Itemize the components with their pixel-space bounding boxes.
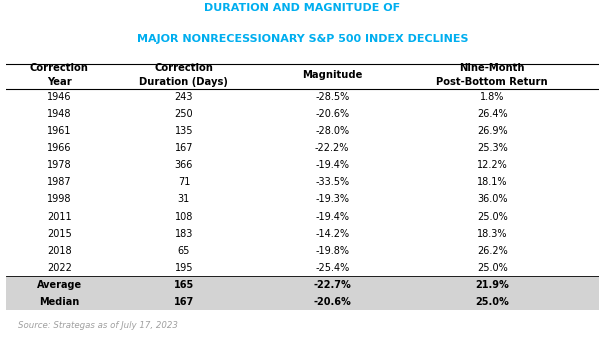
Text: 1966: 1966: [47, 143, 71, 153]
Text: 2018: 2018: [47, 246, 72, 256]
Text: 366: 366: [175, 160, 193, 170]
Text: 18.3%: 18.3%: [477, 228, 508, 239]
Text: -19.4%: -19.4%: [315, 211, 349, 222]
Text: Median: Median: [39, 297, 79, 307]
Text: 243: 243: [175, 92, 193, 102]
Text: Magnitude: Magnitude: [302, 70, 362, 80]
Text: 12.2%: 12.2%: [477, 160, 508, 170]
Text: 1.8%: 1.8%: [480, 92, 505, 102]
Text: 26.2%: 26.2%: [477, 246, 508, 256]
Text: 21.9%: 21.9%: [476, 280, 509, 290]
Text: 65: 65: [178, 246, 190, 256]
Text: 165: 165: [174, 280, 194, 290]
Text: -28.5%: -28.5%: [315, 92, 349, 102]
Text: 1978: 1978: [47, 160, 72, 170]
Text: 71: 71: [178, 177, 190, 188]
Text: -19.8%: -19.8%: [315, 246, 349, 256]
Text: -28.0%: -28.0%: [315, 126, 349, 136]
Text: -22.7%: -22.7%: [313, 280, 351, 290]
Text: 18.1%: 18.1%: [477, 177, 508, 188]
Text: 1946: 1946: [47, 92, 71, 102]
Text: 31: 31: [178, 194, 190, 205]
Text: 183: 183: [175, 228, 193, 239]
Text: -19.3%: -19.3%: [315, 194, 349, 205]
Text: 167: 167: [174, 297, 194, 307]
Text: 26.9%: 26.9%: [477, 126, 508, 136]
Text: 108: 108: [175, 211, 193, 222]
Text: -20.6%: -20.6%: [313, 297, 351, 307]
Text: 2011: 2011: [47, 211, 72, 222]
Text: 25.0%: 25.0%: [477, 211, 508, 222]
Text: -14.2%: -14.2%: [315, 228, 349, 239]
Text: 1987: 1987: [47, 177, 72, 188]
Text: 167: 167: [175, 143, 193, 153]
Text: Correction
Year: Correction Year: [30, 63, 89, 87]
Text: DURATION AND MAGNITUDE OF: DURATION AND MAGNITUDE OF: [204, 3, 401, 13]
Text: 135: 135: [175, 126, 193, 136]
Text: 1998: 1998: [47, 194, 71, 205]
Text: 250: 250: [175, 109, 193, 119]
Text: 2015: 2015: [47, 228, 72, 239]
Text: 25.3%: 25.3%: [477, 143, 508, 153]
Text: 36.0%: 36.0%: [477, 194, 508, 205]
Text: 1948: 1948: [47, 109, 71, 119]
Text: -19.4%: -19.4%: [315, 160, 349, 170]
Text: 2022: 2022: [47, 263, 72, 273]
Text: Nine-Month
Post-Bottom Return: Nine-Month Post-Bottom Return: [436, 63, 548, 87]
Text: 25.0%: 25.0%: [477, 263, 508, 273]
Text: Average: Average: [37, 280, 82, 290]
Text: 25.0%: 25.0%: [476, 297, 509, 307]
Text: 1961: 1961: [47, 126, 71, 136]
Text: -25.4%: -25.4%: [315, 263, 349, 273]
Text: 26.4%: 26.4%: [477, 109, 508, 119]
Text: -33.5%: -33.5%: [315, 177, 349, 188]
Bar: [6, 276, 599, 310]
Text: -20.6%: -20.6%: [315, 109, 349, 119]
Text: -22.2%: -22.2%: [315, 143, 349, 153]
Text: 195: 195: [175, 263, 193, 273]
Text: Source: Strategas as of July 17, 2023: Source: Strategas as of July 17, 2023: [18, 321, 178, 330]
Text: Correction
Duration (Days): Correction Duration (Days): [140, 63, 228, 87]
Text: MAJOR NONRECESSIONARY S&P 500 INDEX DECLINES: MAJOR NONRECESSIONARY S&P 500 INDEX DECL…: [137, 34, 468, 44]
